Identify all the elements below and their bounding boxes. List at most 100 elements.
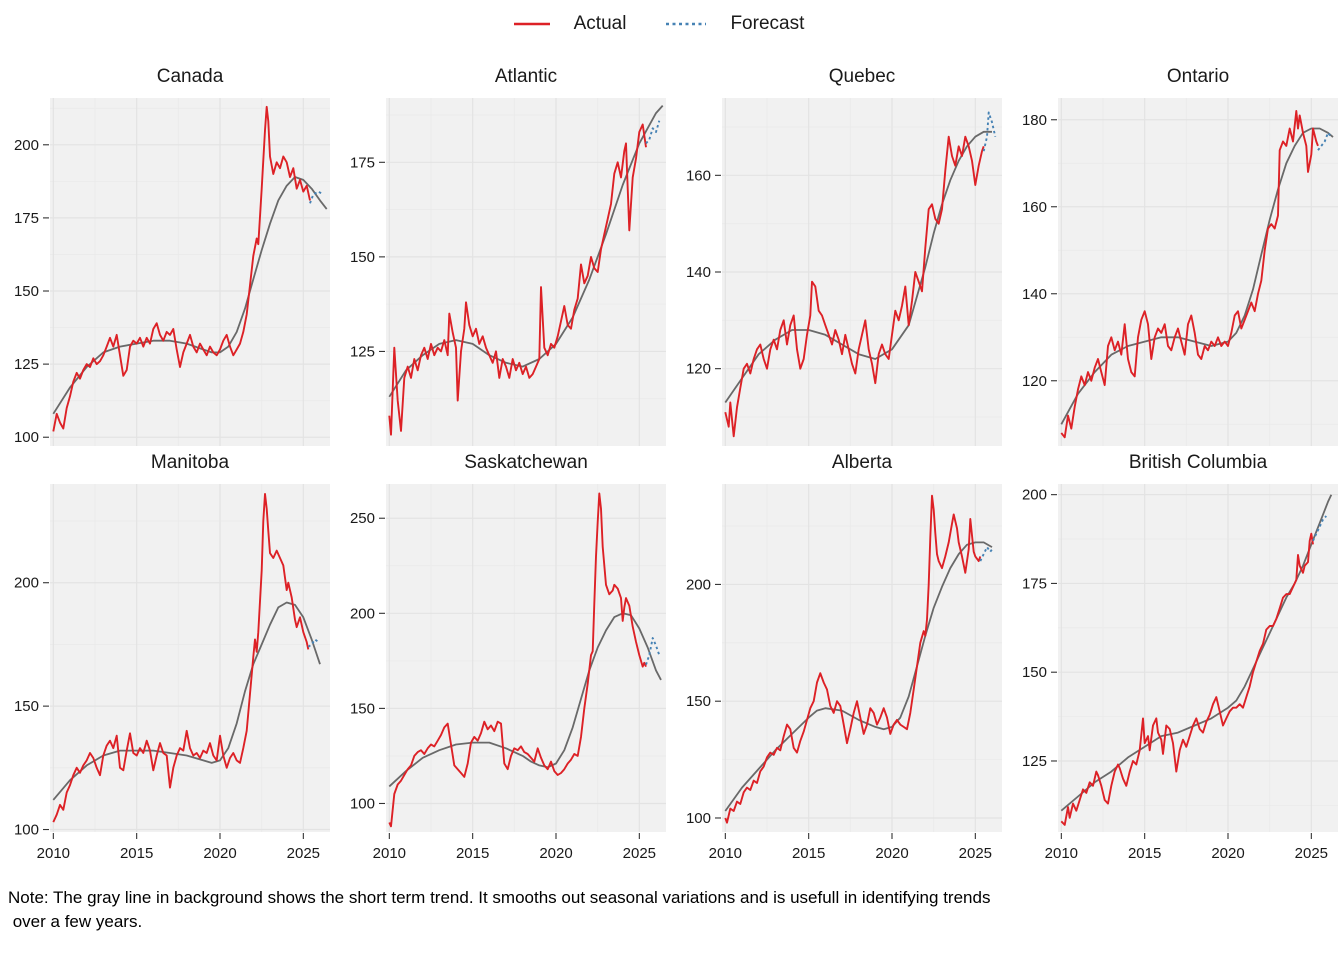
- actual-line: [52, 105, 311, 432]
- y-tick-label: 200: [14, 137, 39, 154]
- y-tick-label: 150: [1022, 664, 1047, 681]
- forecast-line: [645, 120, 661, 145]
- x-tick-label: 2025: [1295, 845, 1328, 862]
- y-tick-label: 100: [14, 822, 39, 839]
- facet-panel: Quebec 120 140 160: [672, 62, 1008, 448]
- facet-panel: Alberta 100 150 200 2010 2015 2020 2025: [672, 448, 1008, 868]
- chart-legend: Actual Forecast: [0, 0, 1344, 38]
- forecast-line-key-icon: [666, 22, 707, 26]
- facet-title: Saskatchewan: [464, 452, 588, 473]
- x-tick-label: 2020: [1211, 845, 1244, 862]
- y-tick-label: 100: [350, 795, 375, 812]
- panel-background: [386, 484, 666, 832]
- legend-label-actual: Actual: [573, 13, 627, 34]
- forecast-line: [307, 638, 319, 648]
- x-tick-label: 2010: [709, 845, 742, 862]
- trend-line: [388, 105, 664, 398]
- actual-line-key-icon: [513, 22, 550, 26]
- x-tick-label: 2010: [37, 845, 70, 862]
- x-tick-label: 2025: [623, 845, 656, 862]
- x-tick-label: 2015: [792, 845, 825, 862]
- facet-panel: Atlantic 125 150 175: [336, 62, 672, 448]
- y-tick-label: 140: [1022, 286, 1047, 303]
- trend-line: [388, 612, 662, 788]
- x-tick-label: 2020: [203, 845, 236, 862]
- x-tick-label: 2010: [373, 845, 406, 862]
- forecast-line: [982, 111, 997, 152]
- y-tick-label: 160: [1022, 199, 1047, 216]
- y-tick-label: 200: [14, 575, 39, 592]
- x-tick-label: 2020: [875, 845, 908, 862]
- y-tick-label: 175: [1022, 575, 1047, 592]
- y-tick-label: 140: [686, 264, 711, 281]
- line-chart-svg: 100 150 200 2010 2015 2020 2025: [686, 484, 1002, 862]
- facet-title: British Columbia: [1128, 452, 1268, 473]
- panel-background: [50, 98, 330, 446]
- forecast-line: [309, 190, 324, 204]
- facet-title: Alberta: [831, 452, 893, 473]
- x-tick-label: 2015: [1128, 845, 1161, 862]
- y-tick-label: 200: [350, 605, 375, 622]
- facet-title: Manitoba: [150, 452, 230, 473]
- y-tick-label: 125: [14, 356, 39, 373]
- y-tick-label: 150: [14, 698, 39, 715]
- facet-title: Atlantic: [494, 66, 558, 87]
- y-tick-label: 125: [1022, 753, 1047, 770]
- panel-background: [386, 98, 666, 446]
- line-chart-svg: 125 150 175 200 2010 2015 2020 2025: [1022, 484, 1338, 862]
- trend-line: [724, 130, 992, 404]
- y-tick-label: 250: [350, 510, 375, 527]
- legend-label-forecast: Forecast: [730, 13, 805, 34]
- forecast-line: [979, 546, 993, 562]
- x-tick-label: 2020: [539, 845, 572, 862]
- y-tick-label: 150: [14, 283, 39, 300]
- x-tick-label: 2015: [456, 845, 489, 862]
- trend-line: [1060, 494, 1333, 812]
- facet-panel: British Columbia 125 150 175 200 2010 2015 2020…: [1008, 448, 1344, 868]
- facet-panel: Ontario 120 140 160 180: [1008, 62, 1344, 448]
- line-chart-svg: 120 140 160: [686, 98, 1002, 446]
- actual-line: [724, 494, 982, 824]
- panel-background: [1058, 484, 1338, 832]
- y-tick-label: 200: [1022, 487, 1047, 504]
- panel-background: [50, 484, 330, 832]
- trend-line: [52, 601, 321, 801]
- y-tick-label: 150: [350, 249, 375, 266]
- actual-line: [1060, 110, 1319, 439]
- x-tick-label: 2025: [287, 845, 320, 862]
- facet-title: Quebec: [828, 66, 896, 87]
- actual-line: [724, 135, 985, 438]
- footnote-line-1: Note: The gray line in background shows …: [8, 888, 991, 907]
- facet-panel: Canada 100 125 150 175 200: [0, 62, 336, 448]
- line-chart-svg: 120 140 160 180: [1022, 98, 1338, 446]
- footnote-line-2: over a few years.: [8, 912, 143, 932]
- y-tick-label: 125: [350, 343, 375, 360]
- y-tick-label: 175: [14, 210, 39, 227]
- y-tick-label: 175: [350, 154, 375, 171]
- facet-panel: Manitoba 100 150 200 2010 2015 2020 2025: [0, 448, 336, 868]
- footnote: Note: The gray line in background shows …: [0, 886, 1344, 934]
- actual-line: [388, 123, 647, 436]
- line-chart-svg: 125 150 175: [350, 98, 666, 446]
- y-tick-label: 180: [1022, 112, 1047, 129]
- forecast-line: [645, 637, 661, 666]
- facet-title: Canada: [156, 66, 224, 87]
- y-tick-label: 150: [686, 693, 711, 710]
- facet-title: Ontario: [1166, 66, 1230, 87]
- facet-panel: Saskatchewan 100 150 200 250 2010 2015 2020 2025: [336, 448, 672, 868]
- actual-line: [52, 492, 310, 823]
- line-chart-svg: 100 125 150 175 200: [14, 98, 330, 446]
- facet-grid: Canada 100 125 150 175 200 Atlantic 125 150 175 Qu…: [0, 62, 1344, 868]
- x-tick-label: 2025: [959, 845, 992, 862]
- y-tick-label: 150: [350, 700, 375, 717]
- y-tick-label: 160: [686, 167, 711, 184]
- x-tick-label: 2010: [1045, 845, 1078, 862]
- y-tick-label: 200: [686, 576, 711, 593]
- y-tick-label: 100: [14, 429, 39, 446]
- x-tick-label: 2015: [120, 845, 153, 862]
- y-tick-label: 120: [1022, 373, 1047, 390]
- y-tick-label: 100: [686, 810, 711, 827]
- actual-line: [1060, 532, 1314, 826]
- line-chart-svg: 100 150 200 2010 2015 2020 2025: [14, 484, 330, 862]
- forecast-line: [1317, 131, 1333, 151]
